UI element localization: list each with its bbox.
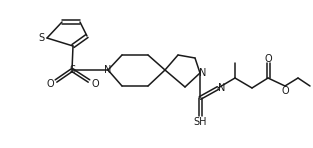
Text: SH: SH — [193, 117, 207, 127]
Text: S: S — [69, 65, 75, 75]
Text: O: O — [46, 79, 54, 89]
Text: S: S — [38, 33, 44, 43]
Text: N: N — [218, 83, 226, 93]
Text: O: O — [264, 54, 272, 64]
Text: O: O — [281, 86, 289, 96]
Text: N: N — [104, 65, 112, 75]
Text: N: N — [199, 68, 207, 78]
Text: O: O — [91, 79, 99, 89]
